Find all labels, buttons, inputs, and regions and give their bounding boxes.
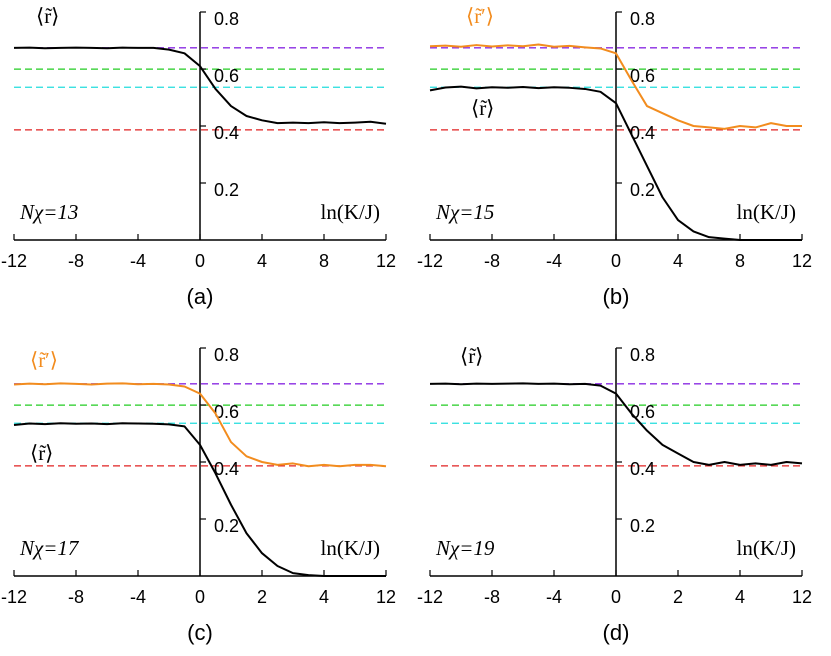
y-tick-label: 0.8 xyxy=(214,9,239,29)
x-tick-label: 12 xyxy=(376,587,396,607)
panel-caption: (d) xyxy=(603,620,630,645)
x-tick-label: -4 xyxy=(546,587,562,607)
x-tick-label: -12 xyxy=(1,587,27,607)
panel-annotation: Nχ=19 xyxy=(435,536,495,560)
y-tick-label: 0.4 xyxy=(214,459,239,479)
y-tick-label: 0.6 xyxy=(214,402,239,422)
x-tick-label: -8 xyxy=(68,587,84,607)
x-tick-label: -4 xyxy=(546,251,562,271)
x-tick-label: -8 xyxy=(68,251,84,271)
series-label: ⟨r̃′⟩ xyxy=(466,4,494,28)
x-tick-label: 2 xyxy=(673,587,683,607)
x-axis-label: ln(K/J) xyxy=(321,536,381,560)
series-label: ⟨r̃⟩ xyxy=(30,441,53,465)
panel: -12 -8 -4 0 2 4 12 0.2 0.4 0.6 0.8 ⟨r̃′⟩ ⟨r̃⟩ Nχ=17 ln… xyxy=(1,345,396,645)
x-tick-label: 0 xyxy=(611,251,621,271)
series-label: ⟨r̃′⟩ xyxy=(30,348,58,372)
x-tick-label: -12 xyxy=(417,587,443,607)
x-tick-label: 4 xyxy=(319,587,329,607)
x-tick-label: 8 xyxy=(319,251,329,271)
x-tick-label: 0 xyxy=(611,587,621,607)
x-tick-label: -12 xyxy=(1,251,27,271)
y-tick-label: 0.6 xyxy=(214,66,239,86)
y-tick-label: 0.4 xyxy=(630,459,655,479)
x-tick-label: 0 xyxy=(195,587,205,607)
y-tick-label: 0.6 xyxy=(630,402,655,422)
x-tick-label: -4 xyxy=(130,587,146,607)
panel-annotation: Nχ=15 xyxy=(435,200,494,224)
series-line xyxy=(429,43,802,130)
panel-annotation: Nχ=13 xyxy=(19,200,78,224)
panel: -12 -8 -4 0 2 4 12 0.2 0.4 0.6 0.8 ⟨r̃⟩ Nχ=19 ln(K/J)… xyxy=(417,344,812,645)
y-tick-label: 0.4 xyxy=(630,123,655,143)
panel-annotation: Nχ=17 xyxy=(19,536,80,560)
series-line xyxy=(13,382,387,468)
y-tick-label: 0.2 xyxy=(214,180,239,200)
panel-caption: (c) xyxy=(187,620,213,645)
y-tick-label: 0.8 xyxy=(630,9,655,29)
series-line xyxy=(429,85,802,241)
x-axis-label: ln(K/J) xyxy=(321,200,381,224)
x-tick-label: 12 xyxy=(792,251,812,271)
y-tick-label: 0.4 xyxy=(214,123,239,143)
series-label: ⟨r̃⟩ xyxy=(471,96,494,120)
series-line xyxy=(13,422,386,577)
panel: -12 -8 -4 0 4 8 12 0.2 0.4 0.6 0.8 ⟨r̃⟩ Nχ=13 ln(K/J)… xyxy=(1,4,396,309)
x-tick-label: 4 xyxy=(735,587,745,607)
x-axis-label: ln(K/J) xyxy=(737,536,797,560)
x-tick-label: 0 xyxy=(195,251,205,271)
series-label: ⟨r̃⟩ xyxy=(460,344,483,368)
x-tick-label: 2 xyxy=(257,587,267,607)
x-tick-label: -8 xyxy=(484,587,500,607)
x-axis-label: ln(K/J) xyxy=(737,200,797,224)
y-tick-label: 0.8 xyxy=(630,345,655,365)
y-tick-label: 0.2 xyxy=(630,180,655,200)
x-tick-label: 12 xyxy=(792,587,812,607)
panel: -12 -8 -4 0 4 8 12 0.2 0.4 0.6 0.8 ⟨r̃′⟩ ⟨r̃⟩ Nχ=15 ln… xyxy=(417,4,812,309)
x-tick-label: -4 xyxy=(130,251,146,271)
x-tick-label: 4 xyxy=(673,251,683,271)
x-tick-label: 4 xyxy=(257,251,267,271)
y-tick-label: 0.2 xyxy=(630,516,655,536)
series-line xyxy=(429,382,803,466)
series-line xyxy=(13,46,387,125)
y-tick-label: 0.8 xyxy=(214,345,239,365)
y-tick-label: 0.2 xyxy=(214,516,239,536)
y-tick-label: 0.6 xyxy=(630,66,655,86)
x-tick-label: -8 xyxy=(484,251,500,271)
panel-caption: (b) xyxy=(603,284,630,309)
x-tick-label: -12 xyxy=(417,251,443,271)
panel-caption: (a) xyxy=(187,284,214,309)
series-label: ⟨r̃⟩ xyxy=(36,4,59,28)
x-tick-label: 8 xyxy=(735,251,745,271)
x-tick-label: 12 xyxy=(376,251,396,271)
